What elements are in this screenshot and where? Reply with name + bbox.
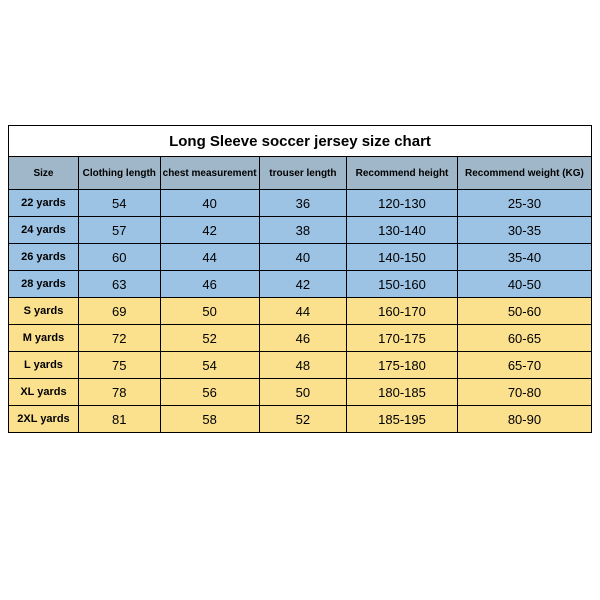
column-header: trouser length xyxy=(259,157,346,190)
table-row: S yards695044160-17050-60 xyxy=(9,298,592,325)
value-cell: 70-80 xyxy=(457,379,591,406)
value-cell: 42 xyxy=(160,217,259,244)
size-cell: 28 yards xyxy=(9,271,79,298)
value-cell: 81 xyxy=(78,406,160,433)
value-cell: 140-150 xyxy=(347,244,458,271)
table-row: 28 yards634642150-16040-50 xyxy=(9,271,592,298)
column-header: Recommend weight (KG) xyxy=(457,157,591,190)
value-cell: 54 xyxy=(160,352,259,379)
value-cell: 75 xyxy=(78,352,160,379)
value-cell: 25-30 xyxy=(457,190,591,217)
value-cell: 80-90 xyxy=(457,406,591,433)
column-header: Recommend height xyxy=(347,157,458,190)
table-row: M yards725246170-17560-65 xyxy=(9,325,592,352)
value-cell: 150-160 xyxy=(347,271,458,298)
size-cell: 24 yards xyxy=(9,217,79,244)
column-header: Clothing length xyxy=(78,157,160,190)
value-cell: 60-65 xyxy=(457,325,591,352)
value-cell: 52 xyxy=(160,325,259,352)
table-row: L yards755448175-18065-70 xyxy=(9,352,592,379)
value-cell: 35-40 xyxy=(457,244,591,271)
value-cell: 160-170 xyxy=(347,298,458,325)
value-cell: 65-70 xyxy=(457,352,591,379)
value-cell: 60 xyxy=(78,244,160,271)
value-cell: 56 xyxy=(160,379,259,406)
value-cell: 38 xyxy=(259,217,346,244)
value-cell: 63 xyxy=(78,271,160,298)
value-cell: 40 xyxy=(259,244,346,271)
value-cell: 44 xyxy=(259,298,346,325)
size-cell: S yards xyxy=(9,298,79,325)
value-cell: 40-50 xyxy=(457,271,591,298)
value-cell: 72 xyxy=(78,325,160,352)
value-cell: 52 xyxy=(259,406,346,433)
size-cell: 2XL yards xyxy=(9,406,79,433)
value-cell: 36 xyxy=(259,190,346,217)
table-row: 24 yards574238130-14030-35 xyxy=(9,217,592,244)
size-chart-table: Long Sleeve soccer jersey size chartSize… xyxy=(8,125,592,433)
value-cell: 42 xyxy=(259,271,346,298)
value-cell: 58 xyxy=(160,406,259,433)
value-cell: 54 xyxy=(78,190,160,217)
table-row: XL yards785650180-18570-80 xyxy=(9,379,592,406)
value-cell: 50 xyxy=(160,298,259,325)
size-cell: L yards xyxy=(9,352,79,379)
value-cell: 170-175 xyxy=(347,325,458,352)
value-cell: 50 xyxy=(259,379,346,406)
value-cell: 40 xyxy=(160,190,259,217)
size-cell: 26 yards xyxy=(9,244,79,271)
value-cell: 175-180 xyxy=(347,352,458,379)
value-cell: 30-35 xyxy=(457,217,591,244)
size-cell: 22 yards xyxy=(9,190,79,217)
table-row: 2XL yards815852185-19580-90 xyxy=(9,406,592,433)
value-cell: 50-60 xyxy=(457,298,591,325)
value-cell: 44 xyxy=(160,244,259,271)
table-row: 22 yards544036120-13025-30 xyxy=(9,190,592,217)
table-row: 26 yards604440140-15035-40 xyxy=(9,244,592,271)
value-cell: 120-130 xyxy=(347,190,458,217)
value-cell: 57 xyxy=(78,217,160,244)
column-header: chest measurement xyxy=(160,157,259,190)
value-cell: 48 xyxy=(259,352,346,379)
column-header: Size xyxy=(9,157,79,190)
value-cell: 78 xyxy=(78,379,160,406)
value-cell: 46 xyxy=(259,325,346,352)
value-cell: 185-195 xyxy=(347,406,458,433)
size-cell: XL yards xyxy=(9,379,79,406)
size-cell: M yards xyxy=(9,325,79,352)
value-cell: 180-185 xyxy=(347,379,458,406)
value-cell: 46 xyxy=(160,271,259,298)
chart-title: Long Sleeve soccer jersey size chart xyxy=(9,126,592,157)
value-cell: 130-140 xyxy=(347,217,458,244)
value-cell: 69 xyxy=(78,298,160,325)
